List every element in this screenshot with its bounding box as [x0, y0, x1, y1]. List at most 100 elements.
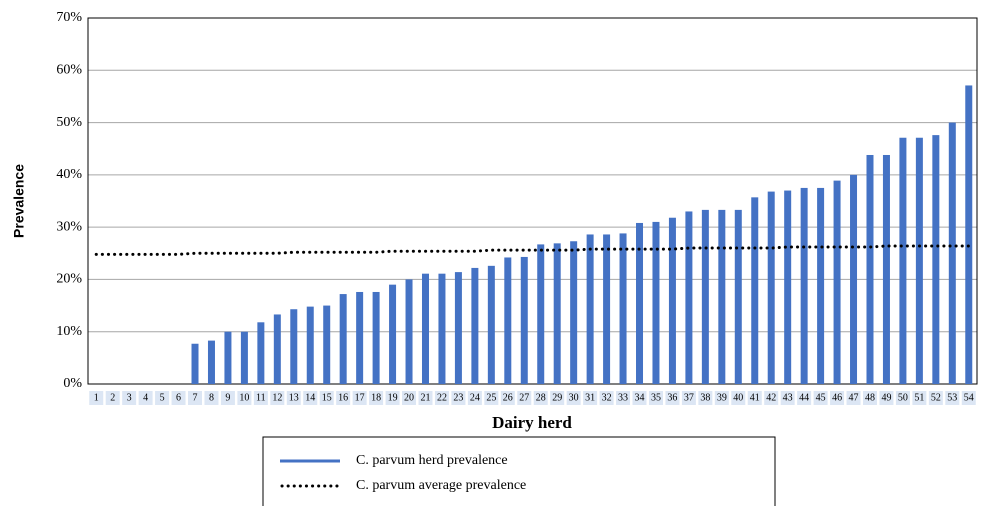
- bar: [636, 222, 644, 384]
- x-tick-label: 35: [651, 392, 661, 403]
- bar: [652, 221, 660, 384]
- bar: [570, 241, 578, 384]
- legend-box: [262, 436, 776, 506]
- bar: [405, 279, 413, 384]
- x-tick-bg: [550, 391, 565, 405]
- x-tick-label: 4: [143, 392, 148, 403]
- x-tick-label: 5: [160, 392, 165, 403]
- x-tick-bg: [797, 391, 812, 405]
- legend-label: C. parvum herd prevalence: [356, 453, 508, 468]
- x-tick-label: 8: [209, 392, 214, 403]
- x-tick-label: 7: [193, 392, 198, 403]
- x-tick-label: 23: [453, 392, 463, 403]
- x-tick-bg: [171, 391, 186, 405]
- x-tick-bg: [846, 391, 861, 405]
- bar: [421, 273, 429, 384]
- bar: [290, 309, 298, 384]
- bar: [454, 272, 462, 384]
- x-tick-bg: [928, 391, 943, 405]
- x-tick-label: 48: [865, 392, 875, 403]
- x-tick-bg: [813, 391, 828, 405]
- x-tick-bg: [632, 391, 647, 405]
- x-tick-label: 13: [289, 392, 299, 403]
- x-tick-bg: [270, 391, 285, 405]
- bar: [882, 154, 890, 384]
- x-tick-bg: [369, 391, 384, 405]
- bar: [685, 211, 693, 384]
- x-tick-label: 25: [486, 392, 496, 403]
- x-tick-label: 19: [388, 392, 398, 403]
- bar: [389, 284, 397, 384]
- bar: [273, 314, 281, 384]
- x-tick-label: 42: [766, 392, 776, 403]
- x-tick-bg: [566, 391, 581, 405]
- x-tick-bg: [253, 391, 268, 405]
- x-tick-label: 16: [338, 392, 348, 403]
- x-tick-bg: [105, 391, 120, 405]
- bar: [965, 85, 973, 384]
- x-tick-label: 29: [552, 392, 562, 403]
- bar: [372, 291, 380, 384]
- x-tick-label: 31: [585, 392, 595, 403]
- bar: [833, 180, 841, 384]
- x-tick-label: 33: [618, 392, 628, 403]
- x-tick-bg: [533, 391, 548, 405]
- y-tick-label: 30%: [56, 219, 82, 234]
- x-tick-label: 44: [799, 392, 809, 403]
- bar: [817, 187, 825, 384]
- x-tick-bg: [747, 391, 762, 405]
- legend-label: C. parvum average prevalence: [356, 478, 526, 493]
- x-tick-bg: [648, 391, 663, 405]
- x-tick-label: 15: [322, 392, 332, 403]
- x-tick-label: 45: [816, 392, 826, 403]
- x-tick-bg: [89, 391, 104, 405]
- x-tick-label: 50: [898, 392, 908, 403]
- x-tick-bg: [681, 391, 696, 405]
- x-tick-bg: [155, 391, 170, 405]
- x-tick-label: 10: [239, 392, 249, 403]
- x-tick-label: 49: [881, 392, 891, 403]
- x-tick-label: 14: [305, 392, 315, 403]
- x-tick-bg: [286, 391, 301, 405]
- y-tick-label: 40%: [56, 167, 82, 182]
- bar: [619, 233, 627, 384]
- bar: [471, 267, 479, 384]
- x-tick-bg: [434, 391, 449, 405]
- bar: [257, 322, 265, 384]
- y-tick-label: 70%: [56, 10, 82, 25]
- x-tick-bg: [451, 391, 466, 405]
- x-tick-label: 9: [225, 392, 230, 403]
- x-tick-bg: [500, 391, 515, 405]
- x-tick-label: 22: [437, 392, 447, 403]
- bar: [932, 135, 940, 384]
- x-tick-bg: [188, 391, 203, 405]
- x-tick-label: 46: [832, 392, 842, 403]
- x-tick-label: 40: [733, 392, 743, 403]
- bar: [240, 331, 248, 384]
- bar: [800, 187, 808, 384]
- bar: [767, 191, 775, 384]
- x-tick-label: 37: [684, 392, 694, 403]
- x-tick-bg: [583, 391, 598, 405]
- x-tick-label: 39: [717, 392, 727, 403]
- y-tick-label: 60%: [56, 63, 82, 78]
- bar: [850, 174, 858, 384]
- bar: [866, 154, 874, 384]
- bar: [487, 265, 495, 384]
- bar: [668, 217, 676, 384]
- x-tick-label: 2: [110, 392, 115, 403]
- x-tick-bg: [204, 391, 219, 405]
- bar: [520, 256, 528, 384]
- x-tick-bg: [912, 391, 927, 405]
- bar: [306, 306, 314, 384]
- bar: [751, 197, 759, 384]
- x-tick-bg: [467, 391, 482, 405]
- bar: [899, 137, 907, 384]
- x-tick-label: 11: [256, 392, 266, 403]
- x-tick-label: 27: [519, 392, 529, 403]
- bar: [356, 291, 364, 384]
- x-tick-bg: [385, 391, 400, 405]
- x-tick-bg: [220, 391, 235, 405]
- x-tick-bg: [237, 391, 252, 405]
